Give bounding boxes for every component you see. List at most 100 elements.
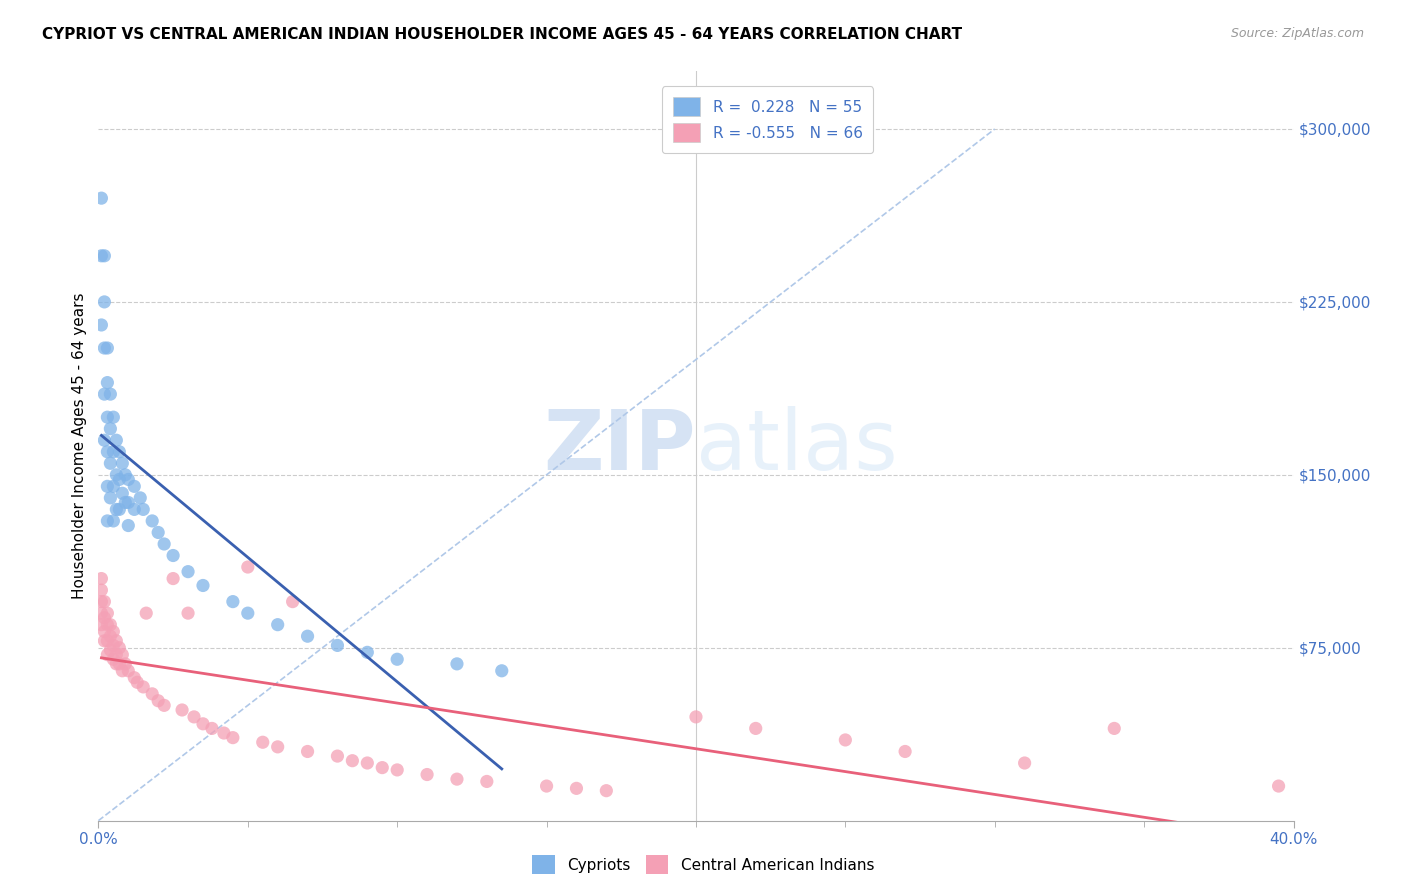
Point xyxy=(90,191,112,205)
Point xyxy=(148,694,170,708)
Point xyxy=(267,739,290,754)
Point xyxy=(326,749,349,764)
Point xyxy=(141,514,163,528)
Point xyxy=(148,525,170,540)
Point xyxy=(117,664,139,678)
Point xyxy=(96,633,118,648)
Point xyxy=(201,722,224,736)
Point xyxy=(111,664,134,678)
Text: ZIP: ZIP xyxy=(544,406,696,486)
Point xyxy=(105,467,128,482)
Point xyxy=(103,639,125,653)
Text: CYPRIOT VS CENTRAL AMERICAN INDIAN HOUSEHOLDER INCOME AGES 45 - 64 YEARS CORRELA: CYPRIOT VS CENTRAL AMERICAN INDIAN HOUSE… xyxy=(42,27,962,42)
Point xyxy=(98,643,122,657)
Point xyxy=(475,774,498,789)
Point xyxy=(132,502,155,516)
Point xyxy=(385,652,409,666)
Point xyxy=(96,341,118,355)
Point xyxy=(297,629,319,643)
Point xyxy=(105,502,128,516)
Point xyxy=(162,549,184,563)
Point xyxy=(183,710,205,724)
Point xyxy=(565,781,588,796)
Point xyxy=(93,341,115,355)
Y-axis label: Householder Income Ages 45 - 64 years: Householder Income Ages 45 - 64 years xyxy=(72,293,87,599)
Point xyxy=(96,479,118,493)
Point xyxy=(191,716,214,731)
Point xyxy=(96,648,118,662)
Point xyxy=(98,629,122,643)
Point xyxy=(135,606,157,620)
Point xyxy=(98,387,122,401)
Point xyxy=(281,594,304,608)
Point xyxy=(385,763,409,777)
Point xyxy=(114,657,136,671)
Point xyxy=(595,783,617,797)
Point xyxy=(93,624,115,639)
Point xyxy=(111,486,134,500)
Text: Source: ZipAtlas.com: Source: ZipAtlas.com xyxy=(1230,27,1364,40)
Point xyxy=(236,560,259,574)
Point xyxy=(108,502,131,516)
Point xyxy=(1267,779,1289,793)
Point xyxy=(446,657,468,671)
Point xyxy=(96,410,118,425)
Point xyxy=(111,648,134,662)
Point xyxy=(108,444,131,458)
Point xyxy=(191,578,214,592)
Point xyxy=(93,294,115,309)
Point xyxy=(132,680,155,694)
Point xyxy=(141,687,163,701)
Point xyxy=(90,617,112,632)
Point xyxy=(93,611,115,625)
Point xyxy=(105,633,128,648)
Point xyxy=(1014,756,1036,770)
Point xyxy=(90,606,112,620)
Point xyxy=(90,318,112,332)
Point xyxy=(491,664,513,678)
Point xyxy=(96,444,118,458)
Point xyxy=(162,572,184,586)
Point xyxy=(745,722,768,736)
Point xyxy=(252,735,274,749)
Point xyxy=(222,594,245,608)
Point xyxy=(103,624,125,639)
Point xyxy=(153,698,176,713)
Point xyxy=(96,617,118,632)
Point xyxy=(212,726,235,740)
Point xyxy=(103,479,125,493)
Point xyxy=(103,444,125,458)
Point xyxy=(124,502,146,516)
Point xyxy=(342,754,364,768)
Point xyxy=(108,657,131,671)
Point xyxy=(356,645,378,659)
Point xyxy=(326,639,349,653)
Point xyxy=(153,537,176,551)
Point xyxy=(98,422,122,436)
Point xyxy=(90,594,112,608)
Point xyxy=(108,472,131,486)
Point xyxy=(124,479,146,493)
Point xyxy=(1104,722,1126,736)
Legend: Cypriots, Central American Indians: Cypriots, Central American Indians xyxy=(526,849,880,880)
Point xyxy=(114,495,136,509)
Point xyxy=(371,761,394,775)
Point xyxy=(536,779,558,793)
Point xyxy=(105,648,128,662)
Point xyxy=(446,772,468,786)
Point xyxy=(96,514,118,528)
Point xyxy=(222,731,245,745)
Point xyxy=(127,675,149,690)
Point xyxy=(267,617,290,632)
Point xyxy=(93,594,115,608)
Point xyxy=(894,744,917,758)
Point xyxy=(297,744,319,758)
Point xyxy=(129,491,152,505)
Point xyxy=(96,606,118,620)
Legend: R =  0.228   N = 55, R = -0.555   N = 66: R = 0.228 N = 55, R = -0.555 N = 66 xyxy=(662,87,873,153)
Point xyxy=(416,767,439,781)
Point xyxy=(90,572,112,586)
Point xyxy=(105,434,128,448)
Point xyxy=(834,733,856,747)
Point xyxy=(117,518,139,533)
